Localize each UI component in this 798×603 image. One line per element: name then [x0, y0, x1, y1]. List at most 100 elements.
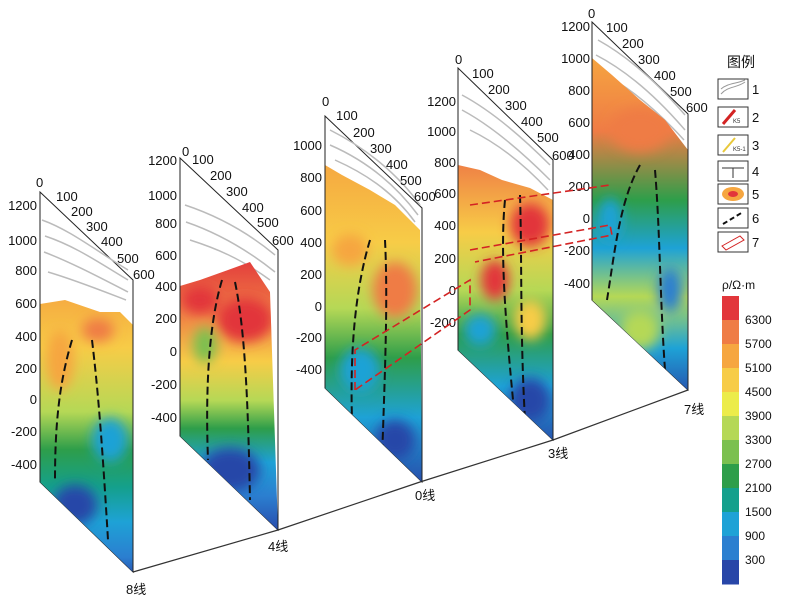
dist-tick: 400: [654, 68, 676, 83]
legend-item-number: 5: [752, 187, 759, 202]
colorbar-swatches: [722, 296, 739, 585]
legend-item-number: 6: [752, 211, 759, 226]
colorbar-label: 2700: [745, 457, 772, 471]
dist-tick: 500: [400, 173, 422, 188]
elev-tick: -400: [151, 410, 177, 425]
elev-tick: 800: [568, 83, 590, 98]
dist-tick: 400: [386, 157, 408, 172]
baseline-label: 0线: [415, 488, 435, 503]
elev-tick: 800: [300, 170, 322, 185]
elev-tick: 0: [583, 211, 590, 226]
elev-tick: 1000: [293, 138, 322, 153]
legend-item-number: 3: [752, 138, 759, 153]
elev-tick: 200: [155, 311, 177, 326]
colorbar-label: 3900: [745, 409, 772, 423]
terrain-hatch-icon: [717, 78, 749, 100]
legend-icon-text: K5: [733, 119, 741, 125]
elev-tick: -200: [11, 424, 37, 439]
red-connectors: [354, 184, 613, 392]
baseline-label: 7线: [684, 402, 704, 417]
elev-tick: 400: [300, 235, 322, 250]
colorbar-swatch: [722, 560, 739, 585]
dist-tick: 400: [242, 200, 264, 215]
dashed-fault-icon: [717, 207, 749, 229]
dist-tick: 100: [192, 152, 214, 167]
dist-tick: 400: [521, 114, 543, 129]
dist-tick: 200: [210, 168, 232, 183]
elev-tick: -400: [11, 457, 37, 472]
elev-tick: 0: [449, 283, 456, 298]
colorbar-swatch: [722, 344, 739, 369]
elev-tick: 800: [15, 263, 37, 278]
dist-tick: 600: [414, 189, 436, 204]
dist-tick: 100: [336, 108, 358, 123]
colorbar-swatch: [722, 392, 739, 417]
elev-tick: -200: [430, 315, 456, 330]
colorbar-label: 300: [745, 553, 765, 567]
elev-tick: 800: [434, 155, 456, 170]
elev-tick: 800: [155, 216, 177, 231]
colorbar: ρ/Ω·m 6300 5700 5100 4500 3900 3300 2700 2100 15…: [722, 278, 772, 585]
dist-tick: 300: [638, 52, 660, 67]
legend-item-number: 7: [752, 235, 759, 250]
elev-tick: 1200: [8, 198, 37, 213]
colorbar-label: 3300: [745, 433, 772, 447]
dist-tick: 0: [322, 94, 329, 109]
dist-tick: 200: [353, 125, 375, 140]
dist-tick: 100: [472, 66, 494, 81]
survey-baseline: [132, 389, 689, 573]
dist-tick: 500: [257, 215, 279, 230]
dist-tick: 300: [226, 184, 248, 199]
colorbar-title: ρ/Ω·m: [722, 278, 755, 292]
elev-tick: -200: [151, 377, 177, 392]
elev-tick: 1200: [148, 153, 177, 168]
legend: 图例 1 K5 2 K5-1 3 4 5: [717, 54, 759, 253]
elev-tick: 0: [170, 344, 177, 359]
elev-tick: 200: [568, 179, 590, 194]
colorbar-swatch: [722, 296, 739, 321]
elev-tick: -400: [564, 276, 590, 291]
colorbar-swatch: [722, 416, 739, 441]
elev-tick: 200: [300, 267, 322, 282]
elev-tick: 0: [315, 299, 322, 314]
elev-tick: 0: [30, 392, 37, 407]
section-8: 1200 1000 800 600 400 200 0 -200 -400 0 …: [8, 175, 155, 574]
section-7: 1200 1000 800 600 400 200 0 -200 -400 0 …: [561, 6, 708, 392]
elev-tick: 600: [568, 115, 590, 130]
colorbar-label: 1500: [745, 505, 772, 519]
dist-tick: 0: [182, 144, 189, 159]
section-0: 1000 800 600 400 200 0 -200 -400 0 100 2…: [293, 94, 436, 484]
elev-tick: 600: [300, 203, 322, 218]
baseline-label: 4线: [268, 539, 288, 554]
section-4: 1200 1000 800 600 400 200 0 -200 -400 0 …: [148, 144, 294, 532]
dist-tick: 600: [686, 100, 708, 115]
dist-tick: 600: [133, 267, 155, 282]
colorbar-label: 6300: [745, 313, 772, 327]
legend-title: 图例: [727, 54, 755, 70]
dist-tick: 200: [622, 36, 644, 51]
elev-tick: 1000: [561, 51, 590, 66]
elev-tick: 200: [434, 251, 456, 266]
elev-tick: -400: [296, 362, 322, 377]
elev-tick: 400: [155, 279, 177, 294]
colorbar-swatch: [722, 320, 739, 345]
dist-tick: 600: [272, 233, 294, 248]
profile-line-icon: [717, 160, 749, 182]
elev-tick: 1200: [561, 19, 590, 34]
elev-tick: 1000: [427, 124, 456, 139]
elev-tick: -200: [564, 243, 590, 258]
terrain-hatch: [41, 219, 129, 301]
colorbar-label: 5100: [745, 361, 772, 375]
baseline-label: 3线: [548, 446, 568, 461]
legend-icon-text: K5-1: [733, 147, 746, 153]
dist-tick: 100: [606, 20, 628, 35]
elev-tick: 600: [15, 296, 37, 311]
red-vein-icon: K5: [717, 106, 749, 128]
colorbar-swatch: [722, 440, 739, 465]
elev-tick: 400: [15, 329, 37, 344]
dist-tick: 400: [101, 234, 123, 249]
colorbar-swatch: [722, 536, 739, 561]
colorbar-label: 5700: [745, 337, 772, 351]
